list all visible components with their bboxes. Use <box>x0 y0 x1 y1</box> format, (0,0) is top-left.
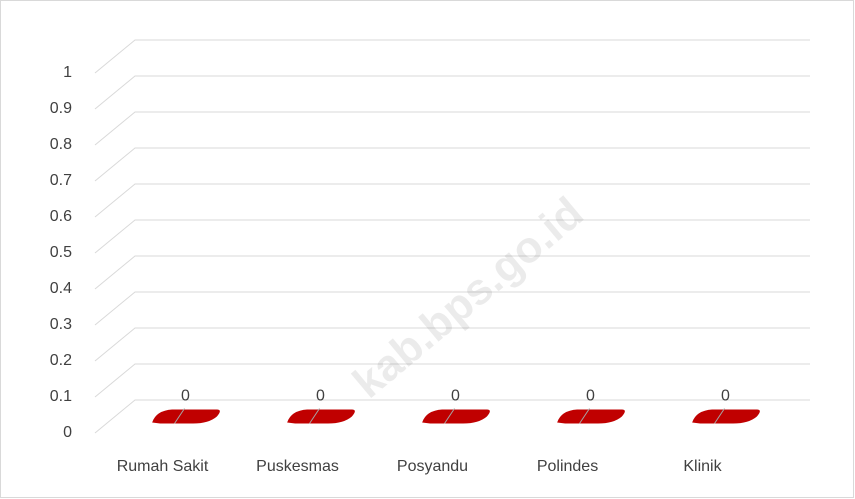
y-tick-label: 0.9 <box>50 100 72 117</box>
data-label: 0 <box>181 388 190 405</box>
bar <box>287 409 355 424</box>
grid-line <box>94 327 810 362</box>
x-tick-label: Rumah Sakit <box>117 458 209 475</box>
grid-line <box>94 75 810 110</box>
y-tick-label: 0.1 <box>50 388 72 405</box>
bar <box>692 409 760 424</box>
y-tick-label: 0.3 <box>50 316 72 333</box>
x-tick-label: Posyandu <box>397 458 468 475</box>
leader-line <box>444 408 455 424</box>
grid-line <box>94 39 810 74</box>
data-label: 0 <box>451 388 460 405</box>
grid-line <box>94 363 810 398</box>
x-tick-label: Polindes <box>537 458 598 475</box>
grid-line <box>94 147 810 182</box>
leader-line <box>309 408 320 424</box>
grid-line <box>94 291 810 326</box>
data-label: 0 <box>316 388 325 405</box>
leader-line <box>579 408 590 424</box>
x-tick-label: Puskesmas <box>256 458 339 475</box>
grid-line <box>94 183 810 218</box>
grid-line <box>94 111 810 146</box>
y-tick-label: 0.4 <box>50 280 72 297</box>
y-tick-label: 0.2 <box>50 352 72 369</box>
y-tick-label: 0.8 <box>50 136 72 153</box>
y-tick-label: 0 <box>63 424 72 441</box>
y-tick-label: 0.7 <box>50 172 72 189</box>
grid-line <box>94 399 810 434</box>
bar <box>557 409 625 424</box>
bar <box>152 409 220 424</box>
y-tick-label: 0.6 <box>50 208 72 225</box>
grid-line <box>94 255 810 290</box>
bar <box>422 409 490 424</box>
y-tick-label: 1 <box>63 64 72 81</box>
y-tick-label: 0.5 <box>50 244 72 261</box>
x-tick-label: Klinik <box>683 458 722 475</box>
grid-line <box>94 219 810 254</box>
data-label: 0 <box>721 388 730 405</box>
data-label: 0 <box>586 388 595 405</box>
leader-line <box>174 408 185 424</box>
leader-line <box>714 408 725 424</box>
